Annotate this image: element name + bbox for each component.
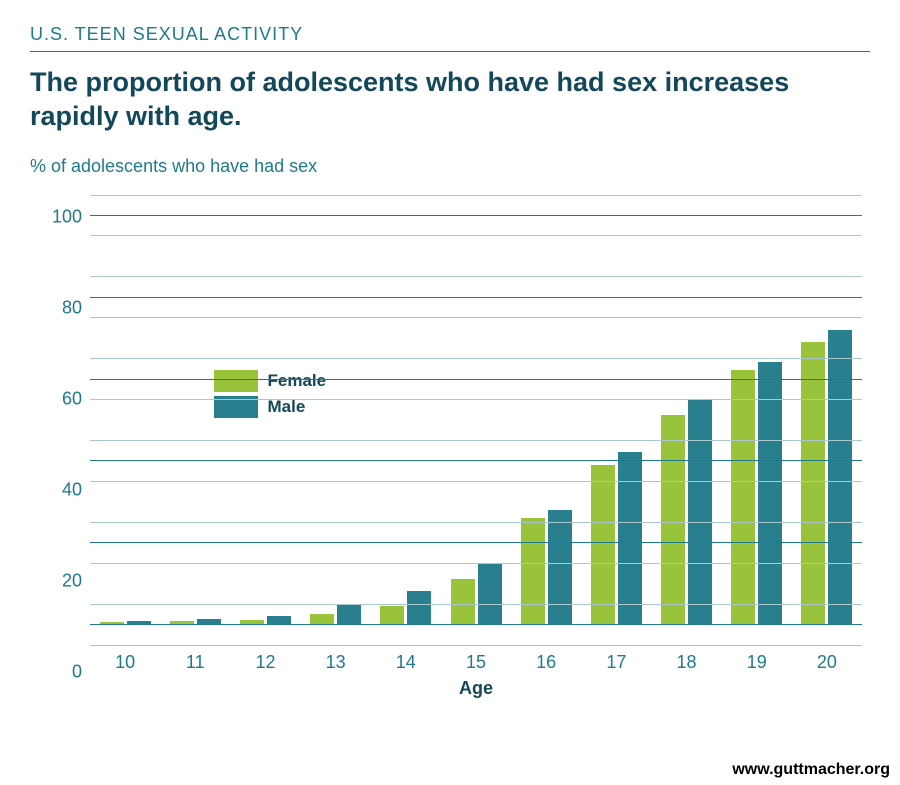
bar-group bbox=[380, 591, 431, 624]
gridline-minor bbox=[90, 604, 862, 605]
bar bbox=[688, 399, 712, 624]
bar bbox=[548, 510, 572, 625]
gridline-minor bbox=[90, 317, 862, 318]
gridline-major bbox=[90, 460, 862, 461]
x-tick-label: 11 bbox=[186, 652, 205, 673]
gridline-minor bbox=[90, 235, 862, 236]
gridline-major bbox=[90, 379, 862, 380]
gridline-minor bbox=[90, 563, 862, 564]
bar bbox=[267, 616, 291, 624]
y-tick-label: 0 bbox=[42, 661, 82, 682]
gridline-minor bbox=[90, 440, 862, 441]
bar bbox=[310, 614, 334, 624]
bar bbox=[618, 452, 642, 624]
gridline-minor bbox=[90, 522, 862, 523]
bar bbox=[591, 465, 615, 625]
x-tick-label: 12 bbox=[255, 652, 275, 673]
chart-plot: Female Male bbox=[90, 195, 862, 645]
x-tick-label: 16 bbox=[536, 652, 556, 673]
bar bbox=[451, 579, 475, 624]
bar bbox=[731, 370, 755, 624]
bar bbox=[521, 518, 545, 624]
chart-area: FemaleMale Age 0204060801001011121314151… bbox=[42, 195, 862, 695]
gridline-minor bbox=[90, 195, 862, 196]
legend-item: Female bbox=[214, 370, 327, 392]
legend-swatch bbox=[214, 370, 258, 392]
bar bbox=[828, 330, 852, 625]
x-tick-label: 19 bbox=[747, 652, 767, 673]
legend-label: Male bbox=[268, 397, 306, 417]
x-tick-label: 14 bbox=[396, 652, 416, 673]
x-tick-label: 17 bbox=[606, 652, 626, 673]
bar bbox=[337, 604, 361, 624]
bar bbox=[380, 606, 404, 624]
bar-group bbox=[661, 399, 712, 624]
x-tick-label: 10 bbox=[115, 652, 135, 673]
gridline-minor bbox=[90, 481, 862, 482]
bar-group bbox=[240, 616, 291, 624]
bar bbox=[407, 591, 431, 624]
gridline-minor bbox=[90, 645, 862, 646]
gridline-major bbox=[90, 215, 862, 216]
header-category-label: U.S. TEEN SEXUAL ACTIVITY bbox=[30, 24, 870, 51]
y-tick-label: 80 bbox=[42, 298, 82, 319]
bar-group bbox=[451, 563, 502, 624]
gridline-minor bbox=[90, 358, 862, 359]
y-tick-label: 100 bbox=[42, 207, 82, 228]
y-axis-title: % of adolescents who have had sex bbox=[30, 156, 870, 177]
gridline-major bbox=[90, 297, 862, 298]
bar-group bbox=[310, 604, 361, 624]
gridline-major bbox=[90, 542, 862, 543]
bar-group bbox=[731, 362, 782, 624]
bar bbox=[478, 563, 502, 624]
bar bbox=[661, 415, 685, 624]
chart-title: The proportion of adolescents who have h… bbox=[30, 66, 870, 134]
legend-label: Female bbox=[268, 371, 327, 391]
header-divider bbox=[30, 51, 870, 52]
x-tick-label: 18 bbox=[677, 652, 697, 673]
x-axis-title: Age bbox=[90, 678, 862, 699]
bar bbox=[758, 362, 782, 624]
bar-group bbox=[521, 510, 572, 625]
bars-layer bbox=[90, 195, 862, 645]
gridline-major bbox=[90, 624, 862, 625]
x-tick-label: 13 bbox=[326, 652, 346, 673]
gridline-minor bbox=[90, 399, 862, 400]
y-tick-label: 20 bbox=[42, 570, 82, 591]
bar-group bbox=[801, 330, 852, 625]
y-tick-label: 40 bbox=[42, 479, 82, 500]
bar bbox=[801, 342, 825, 624]
x-tick-label: 20 bbox=[817, 652, 837, 673]
bar-group bbox=[591, 452, 642, 624]
y-tick-label: 60 bbox=[42, 389, 82, 410]
source-url: www.guttmacher.org bbox=[732, 761, 890, 779]
gridline-minor bbox=[90, 276, 862, 277]
x-tick-label: 15 bbox=[466, 652, 486, 673]
